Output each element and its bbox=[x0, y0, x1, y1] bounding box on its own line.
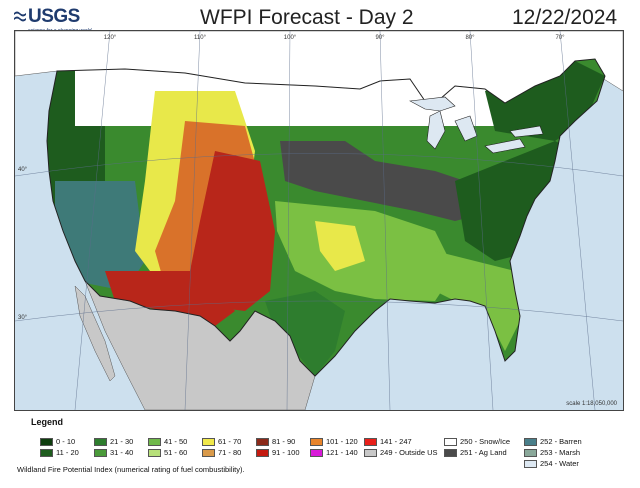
legend-label: 254 - Water bbox=[540, 459, 579, 468]
legend-entry: 254 - Water bbox=[524, 459, 579, 469]
legend-label: 121 - 140 bbox=[326, 448, 358, 457]
legend-entry: 121 - 140 bbox=[310, 448, 358, 458]
legend-label: 91 - 100 bbox=[272, 448, 300, 457]
legend-entry: 11 - 20 bbox=[40, 448, 79, 458]
logo-text: USGS bbox=[28, 6, 80, 27]
legend-swatch bbox=[524, 460, 537, 469]
legend-swatch bbox=[40, 449, 53, 458]
legend-label: 251 - Ag Land bbox=[460, 448, 507, 457]
lon-tick-80: 80° bbox=[465, 35, 475, 41]
legend-label: 21 - 30 bbox=[110, 437, 134, 446]
lat-tick-30: 30° bbox=[18, 315, 28, 321]
legend-label: 71 - 80 bbox=[218, 448, 242, 457]
legend-label: 51 - 60 bbox=[164, 448, 188, 457]
great-lakes bbox=[409, 96, 544, 154]
usgs-wave-icon bbox=[14, 11, 26, 22]
legend-entry: 253 - Marsh bbox=[524, 448, 581, 458]
legend-swatch bbox=[94, 449, 107, 458]
legend-entry: 61 - 70 bbox=[202, 437, 242, 447]
wfpi-map: 120° 110° 100° 90° 80° 70° 40° 30° scale… bbox=[14, 30, 624, 411]
legend-entry: 250 - Snow/Ice bbox=[444, 437, 511, 447]
legend-swatch bbox=[524, 449, 537, 458]
legend-entry: 21 - 30 bbox=[94, 437, 134, 447]
legend-entry: 51 - 60 bbox=[148, 448, 188, 458]
legend-swatch bbox=[310, 438, 323, 447]
graticule bbox=[15, 31, 623, 410]
legend-swatch bbox=[364, 438, 377, 447]
legend-footnote: Wildland Fire Potential Index (numerical… bbox=[17, 465, 245, 474]
legend-entry: 0 - 10 bbox=[40, 437, 76, 447]
mexico-baja bbox=[74, 285, 116, 382]
legend-swatch bbox=[148, 449, 161, 458]
legend-entry: 91 - 100 bbox=[256, 448, 300, 458]
legend-label: 61 - 70 bbox=[218, 437, 242, 446]
legend-entry: 81 - 90 bbox=[256, 437, 296, 447]
legend-swatch bbox=[444, 449, 457, 458]
legend-swatch bbox=[256, 438, 269, 447]
legend-swatch bbox=[94, 438, 107, 447]
legend-label: 31 - 40 bbox=[110, 448, 134, 457]
legend-label: 253 - Marsh bbox=[540, 448, 581, 457]
legend-swatch bbox=[444, 438, 457, 447]
legend-swatch bbox=[202, 449, 215, 458]
legend-entry: 251 - Ag Land bbox=[444, 448, 507, 458]
legend-label: 41 - 50 bbox=[164, 437, 188, 446]
legend-swatch bbox=[310, 449, 323, 458]
legend-swatch bbox=[40, 438, 53, 447]
legend-entry: 252 - Barren bbox=[524, 437, 582, 447]
legend-entry: 71 - 80 bbox=[202, 448, 242, 458]
lon-tick-90: 90° bbox=[375, 35, 385, 41]
legend-label: 81 - 90 bbox=[272, 437, 296, 446]
legend-swatch bbox=[202, 438, 215, 447]
lat-tick-40: 40° bbox=[18, 167, 28, 173]
legend-label: 11 - 20 bbox=[56, 448, 79, 457]
legend-label: 0 - 10 bbox=[56, 437, 76, 446]
legend-entry: 249 - Outside US bbox=[364, 448, 438, 458]
legend-label: 101 - 120 bbox=[326, 437, 358, 446]
legend-swatch bbox=[364, 449, 377, 458]
legend-entry: 31 - 40 bbox=[94, 448, 134, 458]
forecast-date: 12/22/2024 bbox=[512, 6, 618, 29]
legend-swatch bbox=[256, 449, 269, 458]
legend: Legend 0 - 10 11 - 20 21 - 30 31 - 40 41 - 5… bbox=[14, 417, 624, 479]
legend-swatch bbox=[524, 438, 537, 447]
legend-entry: 41 - 50 bbox=[148, 437, 188, 447]
lon-tick-70: 70° bbox=[555, 35, 565, 41]
legend-title: Legend bbox=[31, 417, 64, 427]
legend-swatch bbox=[148, 438, 161, 447]
map-canvas: 120° 110° 100° 90° 80° 70° 40° 30° bbox=[15, 31, 623, 410]
lon-tick-110: 110° bbox=[194, 35, 207, 41]
map-scale: scale 1:18,050,000 bbox=[566, 401, 617, 407]
legend-label: 252 - Barren bbox=[540, 437, 582, 446]
legend-label: 249 - Outside US bbox=[380, 448, 438, 457]
lon-tick-120: 120° bbox=[104, 35, 117, 41]
map-title: WFPI Forecast - Day 2 bbox=[200, 6, 414, 29]
lon-tick-100: 100° bbox=[284, 35, 297, 41]
legend-entry: 141 - 247 bbox=[364, 437, 412, 447]
legend-label: 141 - 247 bbox=[380, 437, 412, 446]
legend-entry: 101 - 120 bbox=[310, 437, 358, 447]
legend-label: 250 - Snow/Ice bbox=[460, 437, 511, 446]
